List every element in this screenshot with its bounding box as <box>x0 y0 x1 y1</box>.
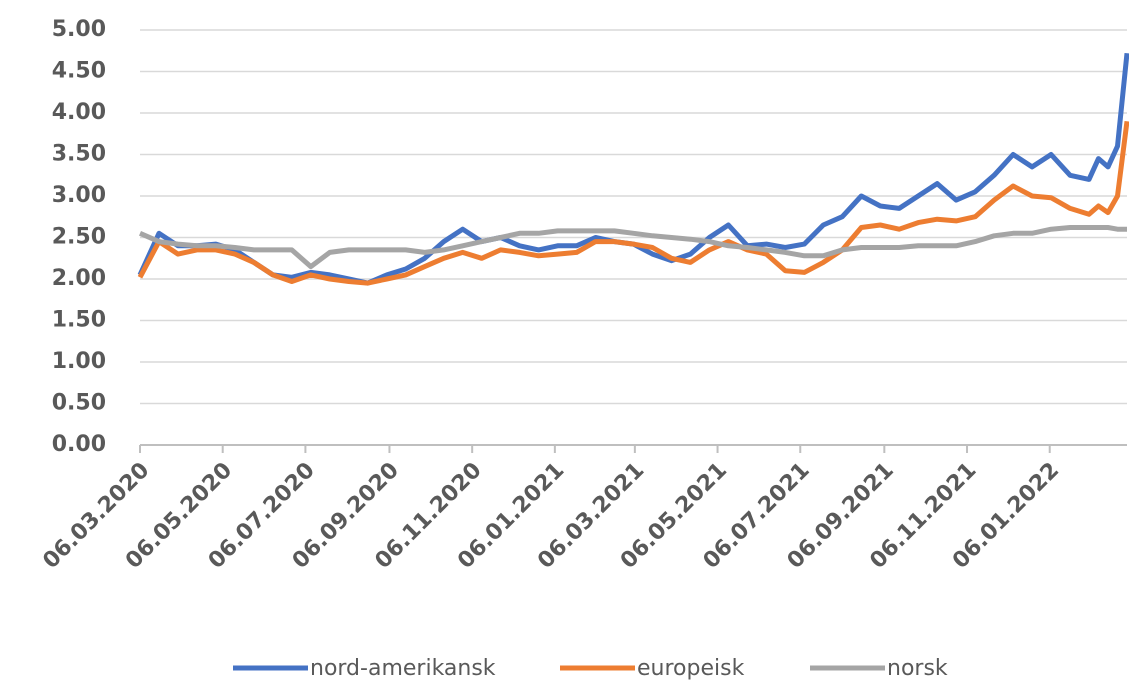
legend-label: norsk <box>887 656 948 681</box>
y-tick-label: 4.00 <box>52 100 106 125</box>
series-line <box>137 52 1129 286</box>
legend-label: europeisk <box>637 656 745 681</box>
y-tick-label: 4.50 <box>52 59 106 84</box>
legend-label: nord-amerikansk <box>310 656 496 681</box>
series-line <box>138 225 1127 270</box>
y-tick-label: 0.50 <box>52 391 106 416</box>
y-tick-label: 2.50 <box>52 225 106 250</box>
y-tick-label: 1.50 <box>52 308 106 333</box>
y-tick-label: 3.00 <box>52 183 106 208</box>
series-line <box>137 120 1129 286</box>
y-tick-label: 1.00 <box>52 349 106 374</box>
y-tick-label: 5.00 <box>52 17 106 42</box>
y-tick-label: 0.00 <box>52 432 106 457</box>
y-tick-label: 3.50 <box>52 142 106 167</box>
y-tick-label: 2.00 <box>52 266 106 291</box>
